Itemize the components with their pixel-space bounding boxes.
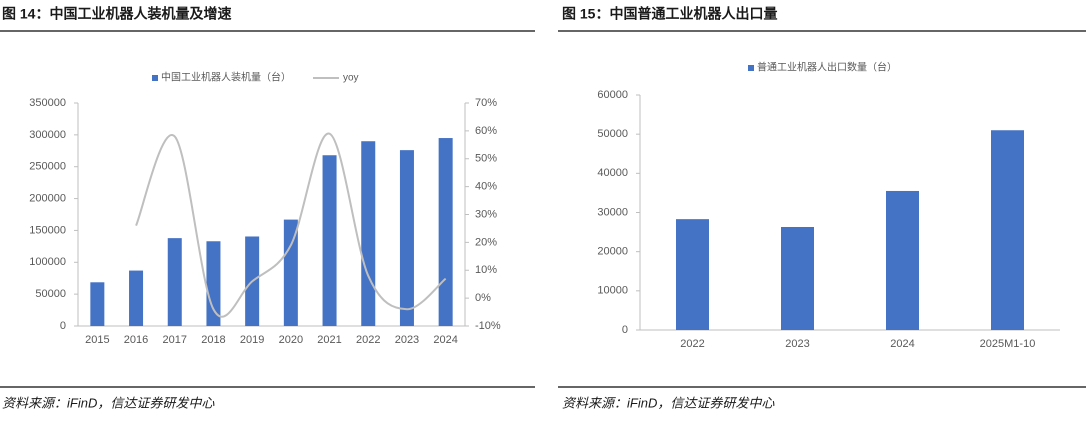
- bar: [129, 270, 144, 326]
- y-tick-label: 20000: [597, 246, 628, 258]
- x-tick-label: 2015: [85, 334, 109, 346]
- y2-tick-label: -10%: [475, 320, 501, 332]
- bar: [361, 141, 376, 326]
- x-tick-label: 2021: [317, 334, 341, 346]
- legend-label: 普通工业机器人出口数量（台）: [757, 61, 897, 74]
- x-tick-label: 2017: [163, 334, 187, 346]
- y-tick-label: 150000: [29, 224, 66, 236]
- legend-swatch: [152, 75, 158, 81]
- y-tick-label: 250000: [29, 161, 66, 173]
- x-tick-label: 2023: [395, 334, 419, 346]
- x-tick-label: 2024: [890, 338, 914, 350]
- y2-tick-label: 10%: [475, 264, 497, 276]
- y2-tick-label: 60%: [475, 125, 497, 137]
- y2-tick-label: 70%: [475, 97, 497, 109]
- y-tick-label: 350000: [29, 97, 66, 109]
- x-tick-label: 2022: [356, 334, 380, 346]
- bar: [676, 219, 709, 330]
- legend-label: yoy: [343, 73, 359, 84]
- source: 资料来源：iFinD，信达证券研发中心: [562, 395, 775, 410]
- y-tick-label: 30000: [597, 206, 628, 218]
- y-tick-label: 0: [622, 324, 628, 336]
- bar: [167, 238, 182, 326]
- x-tick-label: 2025M1-10: [980, 338, 1036, 350]
- y2-tick-label: 40%: [475, 181, 497, 193]
- bar: [781, 226, 814, 330]
- y-tick-label: 200000: [29, 192, 66, 204]
- y2-tick-label: 0%: [475, 292, 491, 304]
- legend-label: 中国工业机器人装机量（台）: [161, 71, 291, 84]
- x-tick-label: 2020: [279, 334, 303, 346]
- y-tick-label: 50000: [35, 288, 66, 300]
- y2-tick-label: 30%: [475, 208, 497, 220]
- y2-tick-label: 20%: [475, 236, 497, 248]
- source: 资料来源：iFinD，信达证券研发中心: [2, 395, 215, 410]
- bar: [886, 190, 919, 330]
- x-tick-label: 2019: [240, 334, 264, 346]
- y-tick-label: 60000: [597, 89, 628, 101]
- x-tick-label: 2022: [680, 338, 704, 350]
- chart-title: 图 15：中国普通工业机器人出口量: [562, 6, 777, 22]
- y-tick-label: 10000: [597, 285, 628, 297]
- legend-swatch: [748, 65, 754, 71]
- y2-tick-label: 50%: [475, 153, 497, 165]
- bar: [206, 241, 221, 326]
- bar: [90, 282, 105, 326]
- y-tick-label: 0: [60, 320, 66, 332]
- x-tick-label: 2018: [201, 334, 225, 346]
- x-tick-label: 2023: [785, 338, 809, 350]
- bar: [991, 130, 1024, 330]
- y-tick-label: 40000: [597, 167, 628, 179]
- bar: [438, 138, 453, 326]
- bar: [283, 219, 298, 326]
- y-tick-label: 50000: [597, 128, 628, 140]
- bar: [322, 155, 337, 326]
- bar: [399, 150, 414, 326]
- x-tick-label: 2016: [124, 334, 148, 346]
- line: [135, 132, 447, 318]
- y-tick-label: 100000: [29, 256, 66, 268]
- y-tick-label: 300000: [29, 129, 66, 141]
- x-tick-label: 2024: [433, 334, 457, 346]
- chart-title: 图 14：中国工业机器人装机量及增速: [2, 6, 231, 22]
